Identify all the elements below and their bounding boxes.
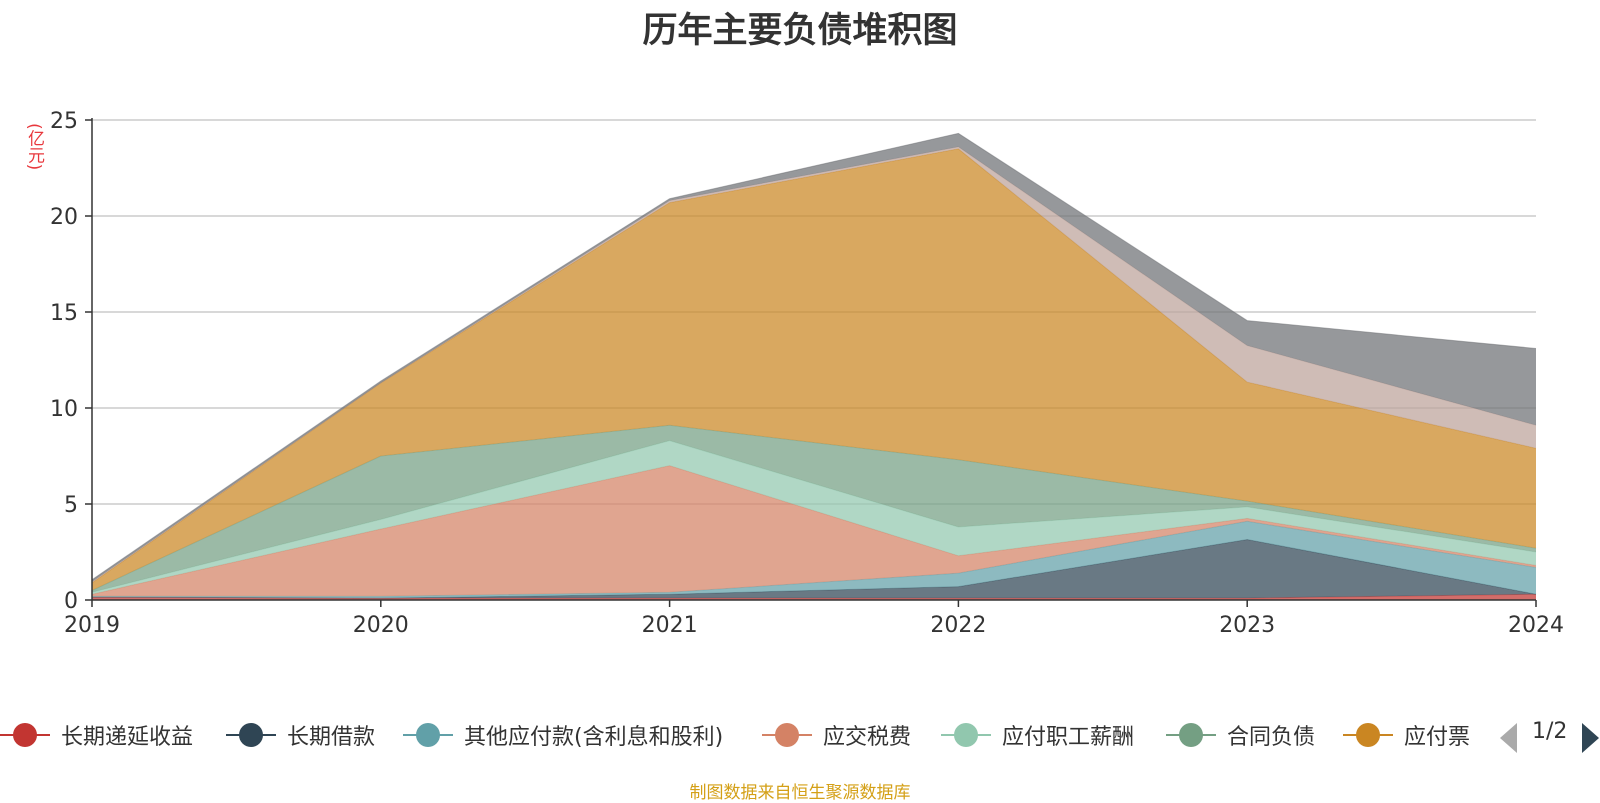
x-tick-label: 2022: [930, 613, 986, 638]
x-tick-label: 2023: [1219, 613, 1275, 638]
area-series-合同负债[interactable]: [92, 425, 1536, 593]
legend-label: 长期递延收益: [61, 725, 194, 750]
y-tick-label: 25: [50, 109, 78, 134]
legend-label: 应付职工薪酬: [1002, 725, 1135, 750]
legend-prev-page-icon[interactable]: [1500, 723, 1517, 753]
chart-title: 历年主要负债堆积图: [642, 11, 958, 51]
legend-label: 合同负债: [1227, 725, 1316, 750]
data-source-note: 制图数据来自恒生聚源数据库: [689, 783, 911, 803]
legend-marker-icon: [1166, 723, 1216, 747]
y-tick-label: 10: [50, 397, 78, 422]
legend-marker-icon: [0, 723, 50, 747]
y-tick-label: 20: [50, 205, 78, 230]
legend-marker-icon: [226, 723, 276, 747]
y-tick-label: 0: [64, 589, 78, 614]
y-axis-unit-label: (亿元): [24, 123, 44, 171]
axes: 0 5 10 15 20 25 2019 2020 2021 2022 2023 2024: [50, 109, 1564, 638]
stacked-area-chart: 0 5 10 15 20 25 2019 2020 2021 2022 2023 2024: [50, 109, 1564, 638]
legend-page-indicator: 1/2: [1532, 719, 1568, 744]
area-series: [91, 132, 1537, 600]
area-series-其他应付款(含利息和股利)[interactable]: [92, 521, 1536, 599]
area-series-长期借款[interactable]: [92, 539, 1536, 599]
legend-marker-icon: [403, 723, 453, 747]
legend: 长期递延收益 长期借款 其他应付款(含利息和股利) 应交税费 应付职工薪酬 合同负债 应付票: [0, 715, 1600, 755]
area-series-应付职工薪酬[interactable]: [92, 440, 1536, 595]
area-series-应交税费[interactable]: [92, 465, 1536, 597]
legend-next-page-icon[interactable]: [1582, 723, 1599, 753]
x-tick-label: 2019: [64, 613, 120, 638]
x-tick-label: 2020: [353, 613, 409, 638]
legend-marker-icon: [1343, 723, 1393, 747]
x-tick-label: 2021: [642, 613, 698, 638]
legend-label: 应付票: [1404, 725, 1471, 750]
legend-label: 长期借款: [287, 725, 376, 750]
legend-pager: 1/2: [1500, 715, 1600, 755]
area-series-series8[interactable]: [92, 146, 1536, 583]
y-tick-label: 15: [50, 301, 78, 326]
legend-marker-icon: [762, 723, 812, 747]
y-tick-label: 5: [64, 493, 78, 518]
series-line: [91, 132, 1537, 581]
legend-label: 其他应付款(含利息和股利): [464, 725, 724, 750]
x-tick-label: 2024: [1508, 613, 1564, 638]
legend-marker-icon: [941, 723, 991, 747]
area-series-应付票据[interactable]: [92, 148, 1536, 591]
legend-label: 应交税费: [823, 725, 912, 750]
